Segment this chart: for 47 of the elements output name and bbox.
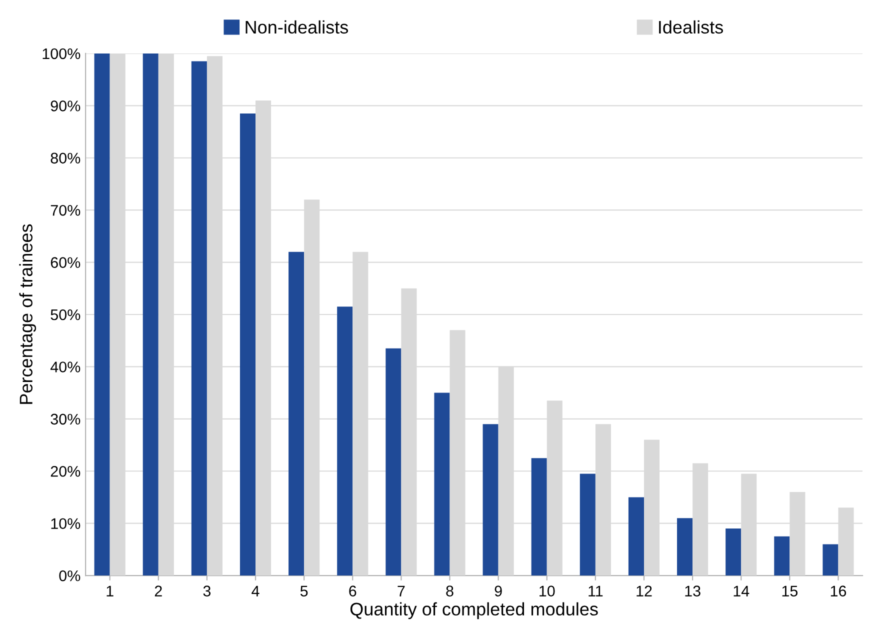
x-tick-label: 3	[203, 586, 211, 596]
x-tick-label: 9	[494, 586, 502, 596]
x-tick-label: 5	[300, 586, 308, 596]
legend-label: Idealists	[659, 20, 723, 34]
x-tick-label: 13	[685, 586, 700, 596]
bar	[337, 306, 353, 576]
bar	[142, 53, 158, 576]
y-tick-label: 50%	[50, 309, 80, 320]
x-tick-label: 15	[782, 586, 798, 596]
y-tick-label: 40%	[50, 362, 80, 372]
bar	[628, 497, 644, 576]
bar	[191, 61, 207, 576]
legend-label: Non-idealists	[246, 20, 348, 34]
y-tick-label: 0%	[59, 570, 80, 582]
bar	[386, 348, 402, 576]
bar	[434, 392, 450, 576]
bar	[531, 458, 547, 576]
bar	[726, 528, 742, 576]
x-tick-label: 2	[154, 586, 162, 596]
bar	[580, 474, 596, 576]
x-tick-label: 4	[252, 586, 260, 596]
x-tick-label: 1	[106, 586, 114, 596]
y-tick-label: 90%	[50, 100, 80, 112]
y-tick-label: 70%	[50, 204, 80, 216]
x-tick-label: 6	[349, 586, 356, 596]
x-tick-label: 7	[398, 586, 405, 596]
bar	[822, 544, 838, 576]
bar	[482, 424, 498, 576]
x-tick-label: 10	[540, 586, 555, 596]
x-axis-title: Quantity of completed modules	[350, 602, 598, 620]
bar	[774, 536, 790, 576]
y-tick-label: 100%	[42, 48, 80, 60]
x-tick-label: 11	[588, 586, 603, 596]
x-tick-label: 12	[636, 586, 652, 596]
y-tick-label: 80%	[50, 152, 80, 164]
y-tick-label: 30%	[50, 414, 80, 425]
bar	[240, 114, 256, 576]
y-tick-label: 20%	[50, 466, 80, 477]
x-tick-label: 8	[446, 586, 454, 596]
bar	[288, 252, 304, 576]
bar	[677, 518, 693, 576]
y-tick-label: 10%	[51, 518, 80, 530]
y-tick-label: 60%	[50, 257, 80, 268]
x-tick-label: 14	[734, 586, 750, 596]
bar	[94, 53, 110, 576]
y-axis-title: Percentage of trainees	[19, 224, 36, 404]
x-tick-label: 16	[830, 586, 846, 596]
